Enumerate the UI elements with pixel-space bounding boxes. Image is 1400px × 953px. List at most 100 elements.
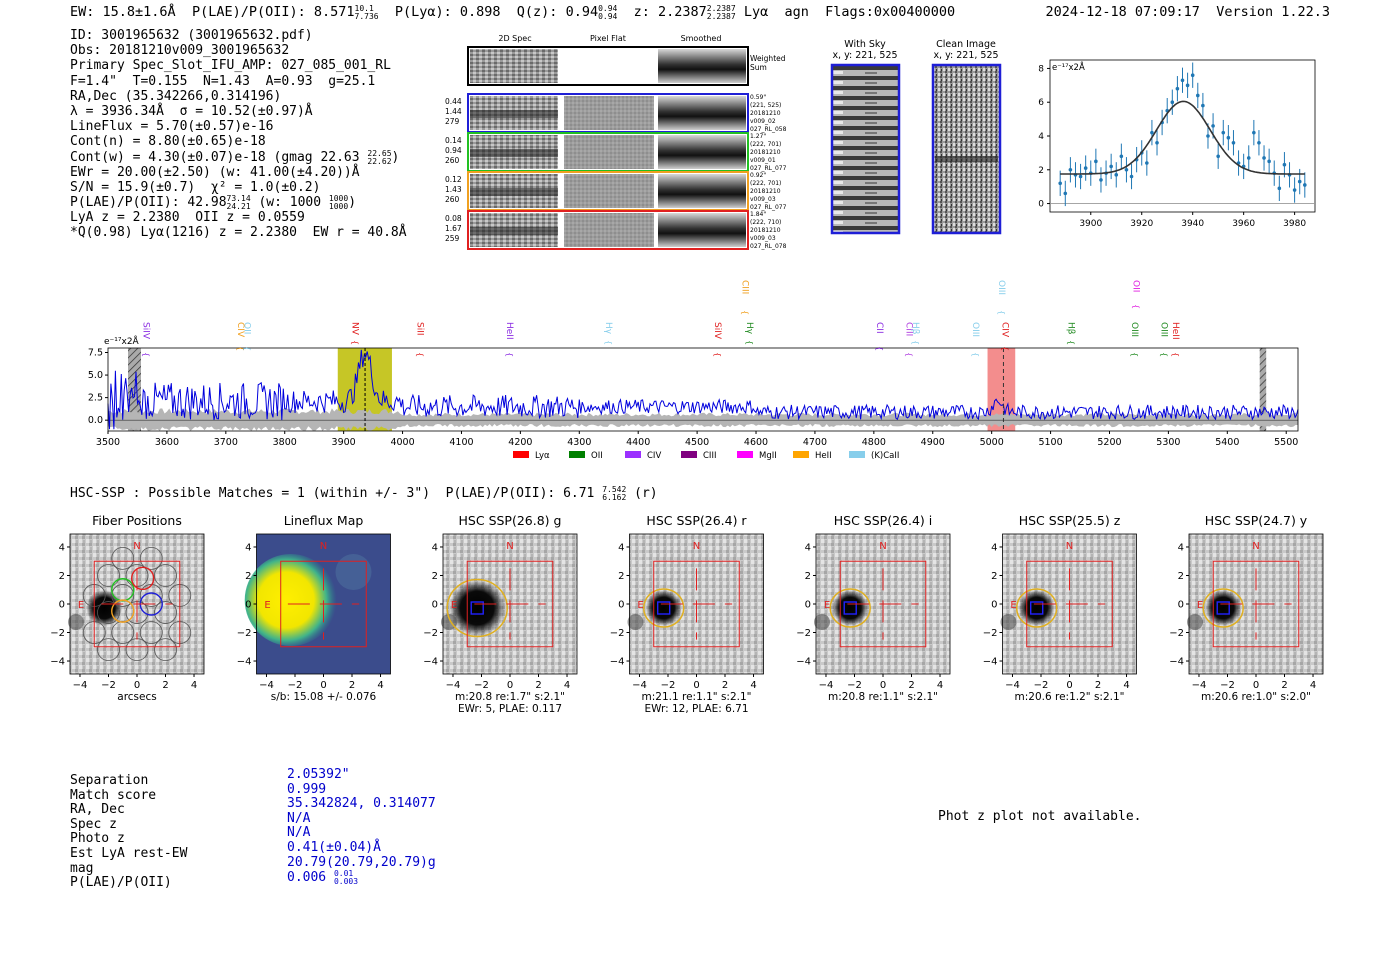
source-blob: [449, 580, 506, 636]
fit-data-point: [1297, 179, 1302, 184]
hsc-ytick-label: 0: [805, 600, 811, 611]
cutout-meta: (222, 701): [750, 180, 781, 187]
hsc-xtick-label: −4: [73, 680, 88, 691]
spec-xtick-label: 4400: [626, 437, 650, 448]
line-marker-label: OIII: [996, 280, 1006, 295]
hsc-panel: Fiber Positions N E −4 −4 −2 −2 0 0 2 2 4 4 arcsecs: [50, 513, 205, 703]
line-marker-brace: {: [604, 340, 613, 345]
clean-image: [931, 63, 1002, 235]
info-lambda: λ = 3936.34Å σ = 10.52(±0.97)Å: [70, 103, 313, 119]
cutout-meta: 027_RL_058: [750, 126, 787, 133]
header-plya: P(Lyα): 0.898: [394, 4, 501, 20]
hsc-ytick-label: −2: [423, 628, 438, 639]
legend-label: (K)CaII: [871, 451, 899, 461]
cutout-meta: (222, 701): [750, 141, 781, 148]
search-box: [280, 560, 367, 648]
header-qz-range: 0.94 0.94: [598, 4, 618, 21]
cutout-number: 0.94: [445, 146, 462, 155]
hsc-xtick-label: 4: [377, 680, 383, 691]
hsc-ytick-label: 2: [805, 571, 811, 582]
fit-data-point: [1145, 161, 1149, 165]
hsc-caption: arcsecs: [117, 691, 156, 703]
fit-ytick-label: 0: [1038, 200, 1044, 210]
cutout-meta: 0.59": [750, 94, 766, 101]
hsc-ytick-label: −4: [1169, 657, 1184, 668]
fit-xtick-label: 3960: [1232, 219, 1255, 229]
catalog-match-box: [843, 601, 857, 615]
line-marker-brace: {: [1159, 352, 1168, 357]
cutout-meta: (221, 525): [750, 102, 781, 109]
catalog-match-box: [1030, 601, 1044, 615]
north-label: N: [693, 541, 700, 552]
fit-data-point: [1211, 124, 1215, 128]
north-label: N: [133, 541, 140, 552]
hsc-ytick-label: 2: [245, 571, 251, 582]
line-marker-brace: {: [1130, 352, 1139, 357]
neighbor-source: [1000, 614, 1017, 630]
line-marker-brace: {: [713, 352, 722, 357]
hsc-ytick-label: 4: [991, 542, 997, 553]
line-marker-label: CIII: [740, 280, 750, 294]
cutout-meta: 027_RL_078: [750, 243, 787, 250]
error-band: [108, 408, 1298, 431]
fit-data-point: [1124, 167, 1129, 172]
hsc-xtick-label: −4: [632, 680, 647, 691]
fit-ytick-label: 2: [1038, 166, 1044, 176]
line-marker-brace: {: [1000, 346, 1009, 351]
cutout-meta: 20181210: [750, 227, 781, 234]
hsc-ytick-label: −4: [796, 657, 811, 668]
spectrum-axes-frame: [107, 347, 1299, 432]
cutout-meta: (222, 710): [750, 219, 781, 226]
line-marker-brace: {: [1132, 304, 1141, 309]
fit-data-point: [1078, 174, 1083, 179]
line-fit-chart: 3900 3920 3940 3960 3980 0 2 4 6 8 e⁻¹⁷x2Å: [1038, 59, 1316, 229]
fit-xtick-label: 3980: [1283, 219, 1306, 229]
hsc-xtick-label: 0: [693, 680, 699, 691]
cutout-meta: v009_03: [750, 196, 776, 203]
header-flags: Flags:0x00400000: [825, 4, 956, 20]
phot-z-message: Phot z plot not available.: [938, 809, 1142, 824]
fiber-circle: [111, 584, 135, 607]
hsc-xtick-label: −2: [1220, 680, 1235, 691]
neighbor-source: [68, 614, 84, 630]
hsc-panel-title: HSC SSP(24.7) y: [1205, 513, 1308, 528]
line-marker-label: CII: [874, 322, 884, 334]
header-summary: EW: 15.8±1.6Å P(LAE)/P(OII): 8.57110.1 7.…: [70, 4, 955, 21]
fit-data-point: [1170, 100, 1175, 105]
source-blob: [1018, 590, 1055, 626]
match-value: 0.006 0.01 0.003: [287, 869, 359, 887]
cutout-number: 0.08: [445, 214, 462, 223]
masked-region: [1259, 348, 1267, 431]
legend-label: MgII: [759, 451, 777, 461]
fit-data-point: [1083, 166, 1088, 170]
catalog-match-box: [1216, 601, 1230, 615]
fit-data-point: [1119, 154, 1124, 159]
line-marker-brace: {: [141, 352, 150, 357]
match-value: 0.41(±0.04)Å: [287, 839, 381, 855]
hsc-ytick-label: −2: [50, 628, 65, 639]
spec-cutouts-panel: 2D Spec Pixel Flat Smoothed Weighted Sum …: [445, 34, 787, 250]
line-marker-label: Hβ: [1065, 322, 1075, 335]
header-qz: Q(z): 0.94: [516, 4, 599, 20]
spec-xtick-label: 3500: [96, 437, 120, 448]
cutout-meta: v009_01: [750, 157, 776, 164]
cutout-pixelflat: [564, 96, 654, 130]
clean-image-title: Clean Image: [936, 39, 996, 50]
info-radec: RA,Dec (35.342266,0.314196): [70, 88, 282, 104]
line-marker-brace: {: [505, 352, 514, 357]
header-ew: EW: 15.8±1.6Å: [70, 4, 176, 20]
hsc-ytick-label: 2: [432, 571, 438, 582]
spec-xtick-label: 3900: [332, 437, 356, 448]
hsc-ytick-label: −4: [983, 657, 998, 668]
cutout-number: 0.12: [445, 175, 462, 184]
line-marker-label: CIV: [999, 322, 1009, 338]
legend-label: HeII: [815, 451, 832, 461]
cutout-number: 279: [445, 117, 460, 126]
cutout-2dspec-trace: [470, 110, 558, 118]
spectrum-trace: [107, 349, 1299, 430]
hsc-caption: m:20.8 re:1.7" s:2.1": [455, 691, 565, 703]
hsc-caption: m:20.8 re:1.1" s:2.1": [828, 691, 938, 703]
